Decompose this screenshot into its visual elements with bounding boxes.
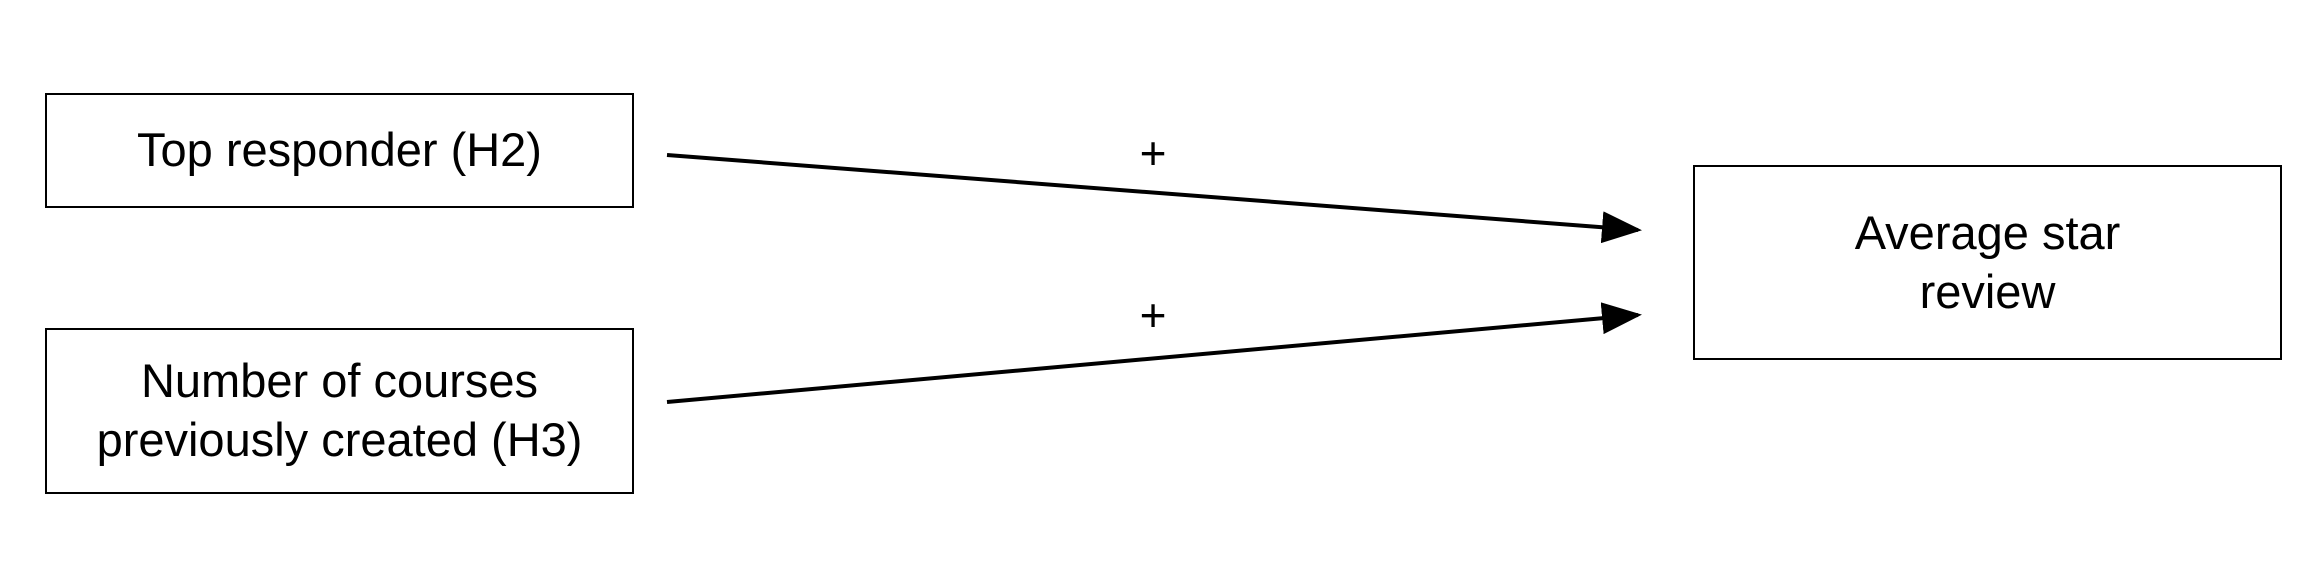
node-average-star-review-label-line-1: Average star bbox=[1854, 205, 2121, 259]
node-top-responder: Top responder (H2) bbox=[45, 93, 634, 208]
edge-label-courses-created: + bbox=[1139, 289, 1167, 341]
node-courses-created-label-line-1: Number of courses bbox=[140, 354, 539, 408]
node-courses-created: Number of courses previously created (H3… bbox=[45, 328, 634, 494]
arrow-courses-to-review bbox=[666, 302, 1642, 404]
node-top-responder-label: Top responder (H2) bbox=[137, 123, 542, 177]
arrow-top-responder-to-review bbox=[666, 153, 1642, 244]
edge-label-top-responder: + bbox=[1139, 127, 1167, 179]
node-average-star-review: Average star review bbox=[1693, 165, 2282, 360]
node-average-star-review-label-line-2: review bbox=[1919, 264, 2056, 318]
node-courses-created-label-line-2: previously created (H3) bbox=[96, 413, 583, 466]
